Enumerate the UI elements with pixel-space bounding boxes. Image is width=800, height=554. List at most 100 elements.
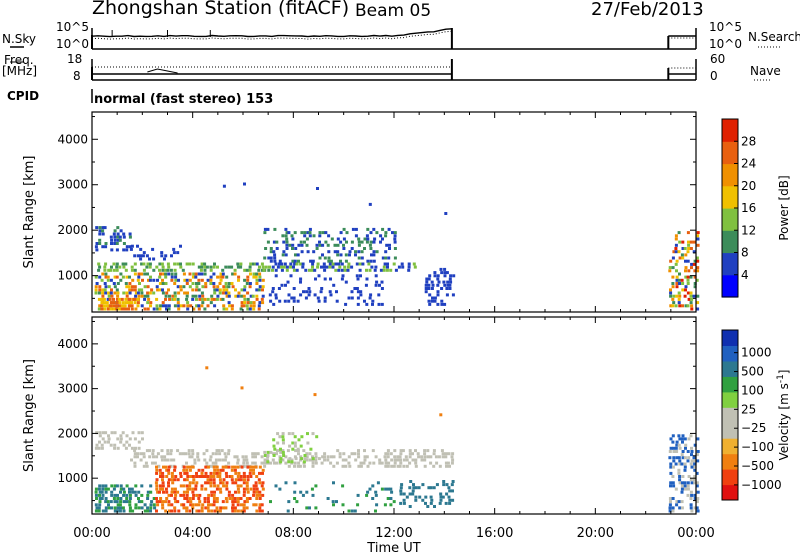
- power-cell: [246, 291, 250, 295]
- velocity-cell: [402, 492, 406, 496]
- power-cell: [693, 285, 697, 289]
- velocity-cell: [675, 443, 679, 447]
- velocity-cell: [396, 458, 400, 462]
- power-cell: [348, 253, 351, 257]
- power-cell: [445, 287, 449, 290]
- velocity-cell: [281, 432, 285, 436]
- power-cell: [203, 307, 207, 311]
- power-cell: [218, 288, 222, 292]
- power-cell: [173, 262, 177, 266]
- power-cell: [95, 282, 99, 285]
- power-cell: [684, 304, 688, 308]
- velocity-cell: [681, 434, 685, 438]
- velocity-cell: [228, 475, 232, 478]
- power-cell: [192, 272, 196, 276]
- velocity-cell: [101, 484, 105, 488]
- velocity-cell: [206, 506, 210, 510]
- velocity-cell: [263, 454, 267, 457]
- velocity-cell: [184, 452, 188, 456]
- velocity-cell: [164, 500, 167, 504]
- power-cell: [280, 262, 284, 266]
- velocity-colorbar-label: Velocity [m s-1]: [776, 370, 791, 461]
- velocity-cell: [258, 471, 261, 475]
- power-cell: [425, 277, 429, 281]
- velocity-cell: [119, 500, 123, 504]
- velocity-cell: [677, 443, 681, 447]
- velocity-cell: [323, 458, 327, 462]
- power-cell: [363, 299, 366, 303]
- power-cell: [203, 272, 207, 276]
- power-cell: [681, 240, 685, 244]
- power-cell: [98, 226, 102, 230]
- velocity-cell: [98, 431, 102, 435]
- power-cell: [324, 240, 328, 244]
- power-cell: [109, 291, 113, 295]
- power-cell: [118, 301, 122, 305]
- power-cell: [222, 288, 226, 292]
- power-cell: [143, 285, 147, 289]
- power-cell: [103, 268, 107, 272]
- power-cell: [375, 231, 379, 235]
- velocity-cell: [195, 475, 199, 478]
- power-cell: [119, 229, 123, 233]
- velocity-cell: [94, 493, 98, 497]
- power-cell: [249, 262, 253, 266]
- power-cell: [101, 272, 105, 276]
- velocity-cell: [98, 500, 102, 504]
- power-cell: [271, 268, 274, 272]
- power-cell: [370, 253, 373, 257]
- power-cell: [177, 304, 181, 308]
- velocity-cell: [437, 455, 441, 459]
- velocity-cell: [693, 493, 697, 497]
- power-cell: [248, 282, 252, 285]
- power-cell: [696, 269, 700, 273]
- power-cell: [280, 268, 284, 272]
- velocity-colorbar-segment: [722, 438, 738, 455]
- velocity-cell: [134, 446, 137, 450]
- velocity-cell: [365, 493, 369, 497]
- velocity-cell: [293, 444, 297, 448]
- velocity-cell: [187, 452, 191, 456]
- velocity-cell: [252, 468, 255, 472]
- velocity-cell: [252, 503, 256, 507]
- x-axis-label: Time UT: [366, 541, 420, 554]
- power-cell: [266, 227, 270, 231]
- power-cell: [237, 291, 241, 295]
- velocity-cell: [695, 471, 699, 475]
- velocity-cell: [142, 452, 146, 456]
- velocity-cell: [155, 465, 158, 469]
- velocity-cell: [272, 444, 276, 448]
- power-cell: [363, 237, 367, 241]
- velocity-cell: [668, 497, 672, 500]
- velocity-cell: [152, 503, 156, 507]
- power-cell: [130, 265, 134, 269]
- velocity-cell: [200, 484, 204, 488]
- velocity-cell: [191, 475, 195, 478]
- power-cell: [140, 288, 144, 292]
- velocity-colorbar-segment: [722, 330, 738, 346]
- velocity-cell: [222, 506, 225, 510]
- power-cell: [248, 265, 252, 269]
- power-cell: [374, 265, 378, 269]
- power-cell: [156, 278, 159, 282]
- velocity-cell: [374, 509, 377, 513]
- power-cell: [384, 256, 388, 260]
- velocity-cell: [439, 413, 443, 417]
- velocity-cell: [196, 452, 200, 456]
- power-cell: [221, 268, 225, 272]
- power-cell: [118, 238, 122, 242]
- velocity-cell: [249, 468, 253, 472]
- velocity-cell: [115, 500, 119, 504]
- power-cell: [219, 272, 223, 276]
- velocity-cell: [169, 449, 173, 453]
- power-cell: [243, 297, 247, 301]
- power-cell: [97, 307, 101, 311]
- power-cell: [308, 290, 312, 294]
- power-cell: [689, 291, 693, 295]
- power-cell: [118, 265, 122, 269]
- power-cell: [316, 296, 320, 300]
- power-colorbar-tick-label: 4: [741, 268, 749, 282]
- power-cell: [95, 226, 99, 230]
- velocity-cell: [668, 450, 672, 453]
